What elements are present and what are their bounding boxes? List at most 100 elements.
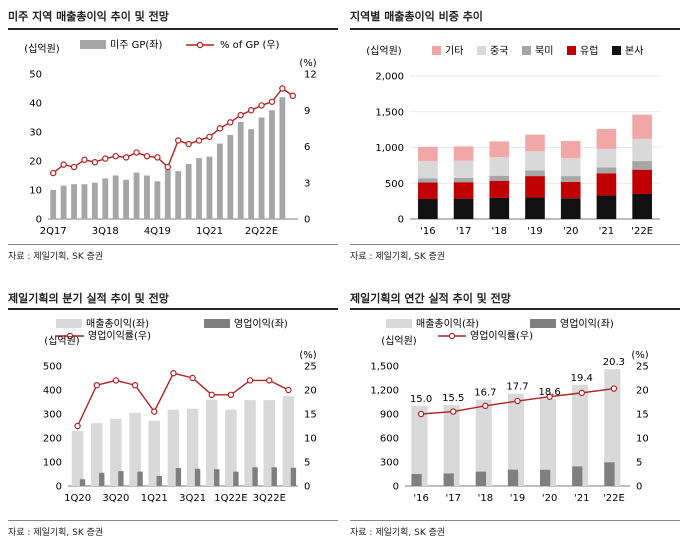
y2-tick-label: 12 <box>304 70 317 81</box>
y2-tick-label: 0 <box>304 482 310 493</box>
line-marker <box>151 408 158 415</box>
bar-operating-profit <box>137 471 143 486</box>
bar-americas-gp <box>71 184 77 219</box>
legend-label: 영업이익률(우) <box>88 329 151 342</box>
line-marker <box>131 381 139 389</box>
data-label: 19.4 <box>571 373 593 384</box>
stacked-bar-segment <box>596 128 617 149</box>
bar-operating-profit <box>290 467 297 486</box>
stacked-bar-segment <box>525 134 545 152</box>
line-marker <box>154 154 161 161</box>
line-marker <box>208 391 215 399</box>
x-tick-label: '19 <box>510 493 525 504</box>
bar-operating-profit <box>572 466 583 486</box>
y2-tick-label: 3 <box>304 178 310 189</box>
y-tick-label: 1,200 <box>370 386 399 397</box>
bar-operating-profit <box>540 469 551 486</box>
y2-tick-label: 15 <box>304 410 317 421</box>
y-tick-label: 2,000 <box>375 72 404 83</box>
y-tick-label: 500 <box>43 362 62 373</box>
bar-gross-profit <box>71 430 84 486</box>
stacked-bar-segment <box>632 193 652 219</box>
x-tick-label: 2Q17 <box>40 226 67 237</box>
line-marker <box>112 377 120 384</box>
bar-operating-profit <box>252 467 258 486</box>
line-marker <box>237 111 244 119</box>
y-tick-label: 0 <box>36 215 42 226</box>
line-marker <box>246 377 254 384</box>
stacked-bar-segment <box>453 160 474 178</box>
panel-annual-results: 제일기획의 연간 실적 추이 및 전망 매출총이익(좌) 영업이익(좌) 영업이익률… <box>350 290 680 544</box>
bar-americas-gp <box>112 175 119 219</box>
line-marker <box>195 137 203 144</box>
y-tick-label: 400 <box>43 386 62 397</box>
y-tick-label: 600 <box>380 434 399 445</box>
bar-operating-profit <box>271 467 277 486</box>
stacked-bar-segment <box>453 198 474 219</box>
line-marker <box>482 402 489 410</box>
stacked-bar-segment <box>632 114 652 139</box>
x-tick-label: '16 <box>413 493 428 504</box>
stacked-bar-segment <box>418 146 438 162</box>
bar-gross-profit <box>167 409 180 486</box>
bar-operating-profit <box>79 479 86 486</box>
x-tick-label: 1Q20 <box>64 493 91 504</box>
legend-marker <box>196 41 204 49</box>
y2-tick-label: 5 <box>304 458 310 469</box>
y-tick-label: 0 <box>393 482 399 493</box>
line-marker <box>133 149 140 156</box>
legend-marker <box>448 332 456 340</box>
line-marker <box>610 385 618 392</box>
x-tick-label: 3Q18 <box>92 226 119 237</box>
source-note: 자료 : 제일기획, SK 증권 <box>8 528 104 538</box>
legend-label: 영업이익(좌) <box>560 317 614 330</box>
regional-gp-chart: 기타 중국 북미 유럽 본사 (십억원) 0 500 1,000 1,500 2,000 '16 '17… <box>366 45 660 237</box>
bar-americas-gp <box>91 182 98 219</box>
line-marker <box>578 389 585 397</box>
y-tick-label: 900 <box>380 410 399 421</box>
line-marker <box>247 107 255 114</box>
y-tick-label: 1,000 <box>375 143 404 154</box>
y-tick-label: 100 <box>43 458 62 469</box>
line-marker <box>450 408 457 415</box>
bar-gross-profit <box>443 405 460 486</box>
legend-label: 매출총이익(좌) <box>86 318 149 330</box>
bar-americas-gp <box>154 181 161 219</box>
legend-swatch <box>612 46 621 55</box>
bar-americas-gp <box>144 175 150 219</box>
stacked-bar-segment <box>489 141 510 158</box>
y-tick-label: 0 <box>56 482 62 493</box>
bar-gross-profit <box>540 398 557 486</box>
legend-marker <box>66 332 74 340</box>
legend-label: 기타 <box>445 45 463 57</box>
bar-gross-profit <box>91 423 103 486</box>
y2-tick-label: 5 <box>636 458 642 469</box>
line-marker <box>216 125 224 132</box>
stacked-bar-segment <box>489 157 510 176</box>
y-tick-label: 300 <box>43 410 62 421</box>
legend-swatch <box>522 46 531 55</box>
line-marker <box>164 163 171 171</box>
bar-operating-profit <box>475 471 486 486</box>
stacked-bar-segment <box>596 195 617 219</box>
bar-americas-gp <box>269 110 275 219</box>
bar-operating-profit <box>214 469 220 486</box>
title-divider <box>8 28 338 30</box>
x-tick-label: 1Q21 <box>196 226 223 237</box>
y2-axis-unit-right: (%) <box>631 350 648 361</box>
x-tick-label: 4Q19 <box>144 226 171 237</box>
stacked-bar-segment <box>489 197 510 219</box>
legend-label: 매출총이익(좌) <box>416 318 479 330</box>
x-tick-label: '17 <box>445 493 460 504</box>
legend-label: 중국 <box>490 45 508 57</box>
bar-americas-gp <box>102 178 109 219</box>
y-tick-label: 1,500 <box>375 107 404 118</box>
legend-swatch <box>567 46 576 55</box>
legend-label: 영업이익률(우) <box>470 329 533 342</box>
y-axis-unit-left: (십억원) <box>24 43 60 55</box>
line-marker <box>122 154 130 161</box>
y-axis-unit-left: (십억원) <box>366 45 402 57</box>
y-tick-label: 500 <box>385 179 404 190</box>
line-marker <box>417 410 425 418</box>
bar-gross-profit <box>604 369 621 486</box>
